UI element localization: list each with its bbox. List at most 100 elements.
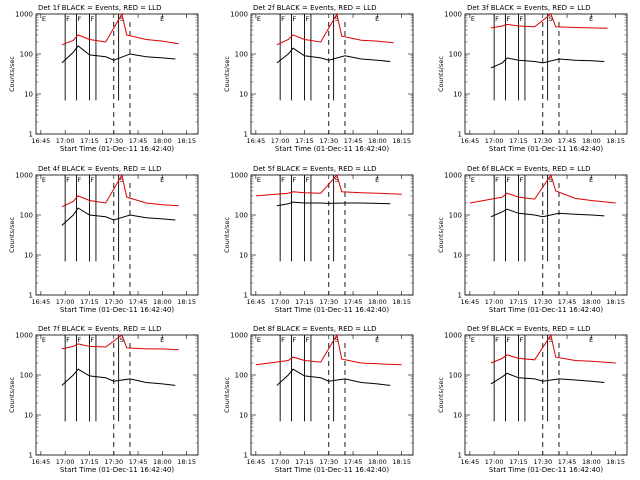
event-marker-letter: E	[257, 15, 261, 23]
event-marker-letter: F	[90, 15, 94, 23]
event-marker-letter: S	[120, 336, 124, 344]
y-tick-label: 1000	[444, 172, 462, 180]
y-tick-label: 1000	[230, 172, 248, 180]
y-tick-label: 1000	[444, 11, 462, 19]
event-marker-letter: E	[257, 336, 261, 344]
x-axis-label: Start Time (01-Dec-11 16:42:40)	[275, 306, 389, 314]
x-tick-label: 18:00	[582, 458, 601, 466]
detector-panel-5: Det 5f BLACK = Events, RED = LLD 1 10 100 10…	[223, 165, 414, 314]
y-axis-label: Counts/sec	[223, 56, 231, 92]
events-series-line	[276, 47, 391, 64]
plot-frame	[464, 174, 628, 296]
plot-frame	[35, 334, 199, 456]
x-tick-label: 17:30	[104, 137, 123, 145]
detector-panel-8: Det 8f BLACK = Events, RED = LLD 1 10 100 10…	[223, 325, 414, 474]
x-tick-label: 18:15	[392, 298, 411, 306]
x-tick-label: 18:15	[177, 137, 196, 145]
y-tick-label: 100	[449, 212, 462, 220]
x-tick-label: 17:15	[80, 458, 99, 466]
x-tick-label: 17:30	[533, 458, 552, 466]
event-marker-letter: F	[495, 336, 499, 344]
event-marker-letter: F	[78, 15, 82, 23]
event-marker-letter: E	[471, 15, 475, 23]
x-tick-label: 17:00	[485, 298, 504, 306]
y-tick-label: 10	[24, 91, 33, 99]
x-tick-label: 18:00	[582, 137, 601, 145]
x-tick-label: 17:45	[129, 458, 148, 466]
event-marker-letter: E	[375, 176, 379, 184]
x-tick-label: 18:15	[606, 137, 625, 145]
panel-title: Det 5f BLACK = Events, RED = LLD	[253, 165, 376, 173]
detector-panel-3: Det 3f BLACK = Events, RED = LLD 1 10 100 10…	[437, 4, 628, 153]
plot-frame	[464, 334, 628, 456]
event-marker-letter: F	[66, 176, 70, 184]
event-marker-letter: F	[305, 336, 309, 344]
x-tick-label: 17:00	[56, 298, 75, 306]
x-tick-label: 18:15	[606, 298, 625, 306]
events-series-line	[276, 368, 391, 386]
events-series-line	[61, 45, 176, 64]
x-tick-label: 17:15	[509, 137, 528, 145]
y-tick-label: 10	[239, 412, 248, 420]
x-axis-label: Start Time (01-Dec-11 16:42:40)	[60, 306, 174, 314]
lld-series-line	[255, 333, 402, 366]
event-marker-letter: F	[66, 336, 70, 344]
event-marker-letter: S	[549, 176, 553, 184]
event-marker-letter: E	[471, 336, 475, 344]
panel-title: Det 3f BLACK = Events, RED = LLD	[467, 4, 590, 12]
y-tick-label: 100	[20, 212, 33, 220]
events-series-line	[490, 57, 605, 69]
event-marker-letter: S	[335, 336, 339, 344]
panel-title: Det 2f BLACK = Events, RED = LLD	[253, 4, 376, 12]
y-axis-label: Counts/sec	[8, 217, 16, 253]
event-marker-letter: F	[507, 176, 511, 184]
event-marker-letter: F	[293, 176, 297, 184]
x-tick-label: 17:30	[533, 298, 552, 306]
lld-series-line	[61, 334, 179, 351]
x-tick-label: 16:45	[246, 137, 265, 145]
y-tick-label: 100	[235, 51, 248, 59]
y-axis-label: Counts/sec	[437, 217, 445, 253]
lld-series-line	[276, 12, 394, 46]
y-tick-label: 1000	[15, 332, 33, 340]
x-tick-label: 17:45	[558, 137, 577, 145]
x-tick-label: 17:00	[271, 298, 290, 306]
y-tick-label: 10	[24, 412, 33, 420]
y-tick-label: 1	[244, 131, 248, 139]
y-tick-label: 1000	[230, 11, 248, 19]
y-tick-label: 1	[458, 292, 462, 300]
x-tick-label: 17:00	[271, 137, 290, 145]
y-tick-label: 100	[449, 372, 462, 380]
x-axis-label: Start Time (01-Dec-11 16:42:40)	[489, 306, 603, 314]
y-axis-label: Counts/sec	[437, 377, 445, 413]
event-marker-letter: E	[160, 176, 164, 184]
x-tick-label: 16:45	[246, 298, 265, 306]
x-tick-label: 17:45	[558, 458, 577, 466]
x-axis-label: Start Time (01-Dec-11 16:42:40)	[60, 145, 174, 153]
y-tick-label: 100	[449, 51, 462, 59]
x-tick-label: 17:15	[80, 298, 99, 306]
lld-series-line	[255, 173, 402, 197]
plot-frame	[250, 174, 414, 296]
x-tick-label: 16:45	[246, 458, 265, 466]
x-axis-label: Start Time (01-Dec-11 16:42:40)	[60, 466, 174, 474]
event-marker-letter: E	[471, 176, 475, 184]
plot-frame	[464, 13, 628, 135]
x-tick-label: 17:45	[344, 137, 363, 145]
event-marker-letter: E	[42, 176, 46, 184]
events-series-line	[490, 208, 605, 218]
event-marker-letter: F	[66, 15, 70, 23]
event-marker-letter: F	[90, 336, 94, 344]
event-marker-letter: E	[589, 336, 593, 344]
event-marker-letter: F	[281, 15, 285, 23]
x-tick-label: 16:45	[31, 137, 50, 145]
event-marker-letter: F	[305, 176, 309, 184]
event-marker-letter: S	[549, 15, 553, 23]
x-tick-label: 16:45	[460, 137, 479, 145]
lld-series-line	[490, 13, 608, 29]
x-tick-label: 18:00	[153, 458, 172, 466]
y-tick-label: 1000	[15, 172, 33, 180]
y-tick-label: 1	[29, 292, 33, 300]
lld-series-line	[469, 173, 616, 204]
